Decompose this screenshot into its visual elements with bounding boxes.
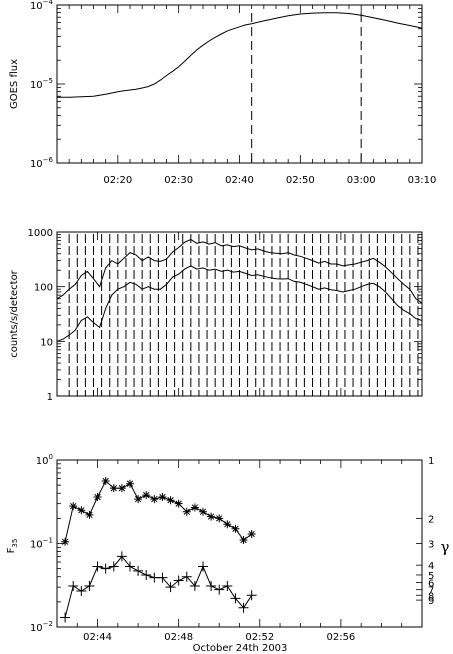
goes-x-tick-label: 02:40 [225, 175, 254, 186]
goes-x-tick-label: 02:30 [164, 175, 193, 186]
f35-y-axis-label: F35 [6, 539, 19, 554]
plus-marker [165, 582, 176, 593]
gamma-tick-label: 2 [428, 514, 434, 525]
asterisk-marker [85, 510, 94, 519]
counts-panel: 1 10 100 1000 counts/s/detector [9, 228, 423, 403]
goes-ticks: 10−6 10−5 10−4 02:20 02:30 02:40 02:50 03:00 03:… [30, 0, 436, 186]
plus-marker [76, 585, 87, 596]
gamma-tick-label: 3 [428, 540, 434, 551]
plus-marker [100, 563, 111, 574]
plus-marker [84, 580, 95, 591]
goes-vertical-lines [251, 13, 362, 163]
asterisk-marker [199, 507, 207, 516]
counts-ticks: 1 10 100 1000 [28, 228, 422, 403]
gamma-tick-label: 8 [428, 591, 434, 602]
asterisk-marker [69, 502, 78, 511]
plus-marker [206, 580, 217, 591]
goes-x-tick-label: 03:10 [408, 175, 437, 186]
asterisk-marker [109, 484, 118, 493]
f35-x-tick-label: 02:52 [245, 632, 274, 643]
plus-marker [214, 584, 225, 595]
f35-y-tick-label: 10−1 [30, 537, 53, 551]
asterisk-marker [182, 507, 191, 516]
plus-marker [230, 593, 241, 604]
f35-x-tick-label: 02:48 [164, 632, 193, 643]
plus-series-markers [60, 551, 257, 623]
f35-y-tick-label: 10−2 [30, 620, 53, 634]
asterisk-marker [158, 493, 167, 502]
counts-upper-curve [56, 238, 423, 304]
counts-y-tick-label: 10 [40, 337, 53, 348]
counts-y-axis-label: counts/s/detector [9, 269, 20, 357]
counts-y-tick-label: 100 [34, 283, 53, 294]
plus-marker [222, 580, 233, 591]
gamma-tick-label: 9 [428, 596, 434, 607]
plus-marker [173, 575, 184, 586]
asterisk-marker [150, 495, 159, 504]
gamma-tick-label: 1 [428, 456, 434, 467]
f35-x-tick-label: 02:56 [326, 632, 355, 643]
plus-marker [125, 561, 135, 572]
plus-marker [141, 569, 152, 580]
goes-x-tick-label: 02:50 [286, 175, 315, 186]
plus-marker [181, 571, 192, 582]
plus-marker [238, 602, 249, 613]
gamma-tick-label: 6 [428, 579, 434, 590]
plus-marker [189, 580, 200, 591]
plus-marker [68, 580, 79, 591]
asterisk-marker [93, 493, 102, 502]
asterisk-marker [215, 514, 224, 523]
plus-marker [157, 572, 168, 583]
asterisk-marker [101, 477, 110, 486]
goes-flux-curve [57, 12, 423, 98]
asterisk-marker [190, 503, 199, 512]
plus-marker [92, 561, 103, 572]
asterisk-series-markers [61, 477, 256, 546]
asterisk-marker [207, 512, 216, 521]
asterisk-marker [223, 520, 232, 529]
asterisk-marker [247, 529, 256, 538]
f35-x-tick-label: 02:44 [83, 632, 112, 643]
gamma-axis-label: γ [441, 538, 450, 556]
asterisk-marker [174, 499, 183, 508]
asterisk-marker [117, 484, 126, 493]
asterisk-marker [126, 479, 134, 488]
goes-flux-panel: 10−6 10−5 10−4 02:20 02:30 02:40 02:50 03:00 03:… [9, 0, 436, 186]
asterisk-marker [239, 536, 248, 545]
asterisk-marker [142, 491, 151, 500]
f35-label-main: F [6, 547, 17, 553]
gamma-tick-label: 4 [428, 561, 434, 572]
counts-lower-curve [56, 265, 423, 342]
gamma-tick-label: 7 [428, 586, 434, 597]
plus-marker [133, 565, 144, 576]
plus-marker [246, 590, 257, 601]
asterisk-marker [134, 495, 143, 504]
f35-y-tick-label: 100 [36, 453, 53, 467]
goes-x-tick-label: 02:20 [103, 175, 132, 186]
goes-y-axis-label: GOES flux [9, 59, 20, 109]
plus-marker [108, 561, 119, 572]
goes-y-tick-label: 10−6 [30, 156, 54, 170]
plus-marker [60, 612, 71, 623]
goes-x-tick-label: 03:00 [347, 175, 376, 186]
counts-y-tick-label: 1000 [28, 228, 53, 239]
asterisk-marker [231, 524, 240, 533]
gamma-tick-label: 5 [428, 571, 434, 582]
asterisk-marker [77, 506, 86, 515]
counts-y-tick-label: 1 [47, 392, 53, 403]
goes-y-tick-label: 10−4 [30, 0, 54, 12]
plus-marker [116, 551, 127, 562]
goes-y-tick-label: 10−5 [30, 77, 53, 91]
x-axis-label: October 24th 2003 [193, 643, 288, 654]
asterisk-marker [166, 496, 175, 505]
asterisk-marker [61, 537, 70, 546]
plus-marker [198, 561, 208, 572]
f35-label-sub: 35 [11, 539, 19, 548]
